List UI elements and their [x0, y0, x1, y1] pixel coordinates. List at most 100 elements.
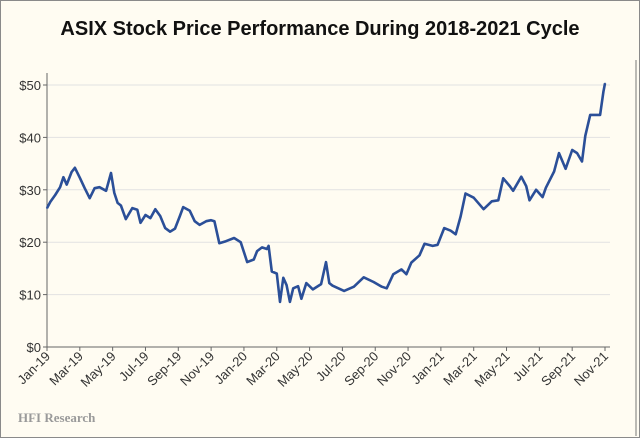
data-point [512, 190, 514, 192]
data-point [116, 202, 119, 204]
data-point [149, 217, 152, 219]
data-point [79, 176, 81, 179]
x-tick-label: Sep-21 [538, 349, 578, 389]
data-point [210, 219, 212, 221]
data-point [105, 190, 107, 192]
data-point [553, 170, 555, 173]
data-point [136, 208, 139, 211]
x-tick-label: May-21 [471, 349, 512, 390]
data-point [93, 187, 96, 190]
data-point [271, 270, 273, 273]
data-point [213, 220, 216, 223]
data-point [328, 282, 331, 284]
y-tick-label: $0 [27, 340, 41, 355]
x-tick-label: Sep-19 [144, 349, 184, 389]
data-point [46, 207, 48, 209]
data-point [497, 199, 500, 202]
data-point [589, 114, 592, 116]
chart-title: ASIX Stock Price Performance During 2018… [60, 18, 580, 40]
data-point [179, 215, 181, 217]
x-tick-label: Nov-19 [177, 349, 217, 389]
y-tick-label: $40 [19, 130, 41, 145]
data-point [410, 261, 413, 264]
data-point [62, 176, 65, 179]
data-point [604, 82, 606, 85]
data-point [472, 196, 475, 199]
data-point [381, 285, 383, 288]
data-point [70, 171, 73, 173]
data-point [74, 166, 76, 169]
x-tick-label: Nov-21 [571, 349, 611, 389]
data-point [218, 242, 221, 245]
data-point [405, 273, 408, 275]
price-line [45, 83, 607, 304]
data-point [509, 185, 511, 187]
data-point [144, 214, 147, 216]
data-point [331, 284, 334, 287]
data-point [418, 254, 421, 257]
data-point [392, 273, 395, 275]
data-point [285, 284, 288, 286]
data-point [54, 194, 57, 196]
data-point [353, 285, 355, 288]
data-point [198, 224, 201, 226]
data-point [98, 186, 101, 188]
data-point [599, 114, 601, 116]
data-point [120, 204, 122, 207]
data-point [266, 248, 268, 250]
data-point [558, 152, 560, 154]
data-point [279, 301, 281, 303]
data-point [261, 246, 263, 249]
data-point [205, 220, 207, 223]
data-point [449, 229, 452, 232]
data-point [233, 237, 235, 239]
data-point [169, 230, 171, 233]
data-point [164, 227, 166, 229]
data-point [225, 240, 227, 242]
data-point [482, 208, 485, 210]
data-point [464, 192, 467, 195]
data-point [159, 215, 162, 217]
data-point [520, 175, 523, 178]
data-point [584, 135, 587, 137]
data-point [289, 301, 291, 303]
x-tick-label: Sep-20 [341, 349, 381, 389]
y-tick-label: $20 [19, 235, 41, 250]
data-point [182, 206, 185, 208]
data-point [267, 245, 270, 247]
data-point [65, 183, 68, 186]
data-point [174, 227, 176, 230]
data-point [131, 207, 134, 209]
data-point [246, 261, 249, 263]
data-point [139, 222, 142, 224]
data-point [282, 277, 285, 279]
source-footer: HFI Research [18, 410, 96, 425]
data-point [454, 233, 457, 236]
data-point [193, 220, 196, 223]
x-tick-label: Jan-20 [211, 349, 250, 388]
data-point [423, 242, 426, 245]
x-tick-label: May-19 [78, 349, 119, 390]
data-point [385, 287, 388, 290]
data-point [502, 177, 505, 180]
x-tick-label: Jan-21 [408, 349, 447, 388]
data-point [571, 149, 573, 151]
data-point [239, 241, 242, 243]
data-point [528, 199, 531, 202]
data-point [110, 172, 112, 174]
data-point [541, 196, 544, 198]
data-point [576, 152, 578, 154]
data-point [300, 297, 303, 300]
data-point [275, 272, 278, 275]
data-point [124, 218, 127, 220]
data-point [343, 290, 345, 292]
data-point [525, 185, 528, 187]
y-tick-label: $30 [19, 183, 41, 198]
data-point [252, 258, 255, 261]
data-point [443, 227, 445, 229]
data-point [325, 261, 327, 263]
data-point [292, 287, 294, 290]
data-point [305, 282, 308, 284]
